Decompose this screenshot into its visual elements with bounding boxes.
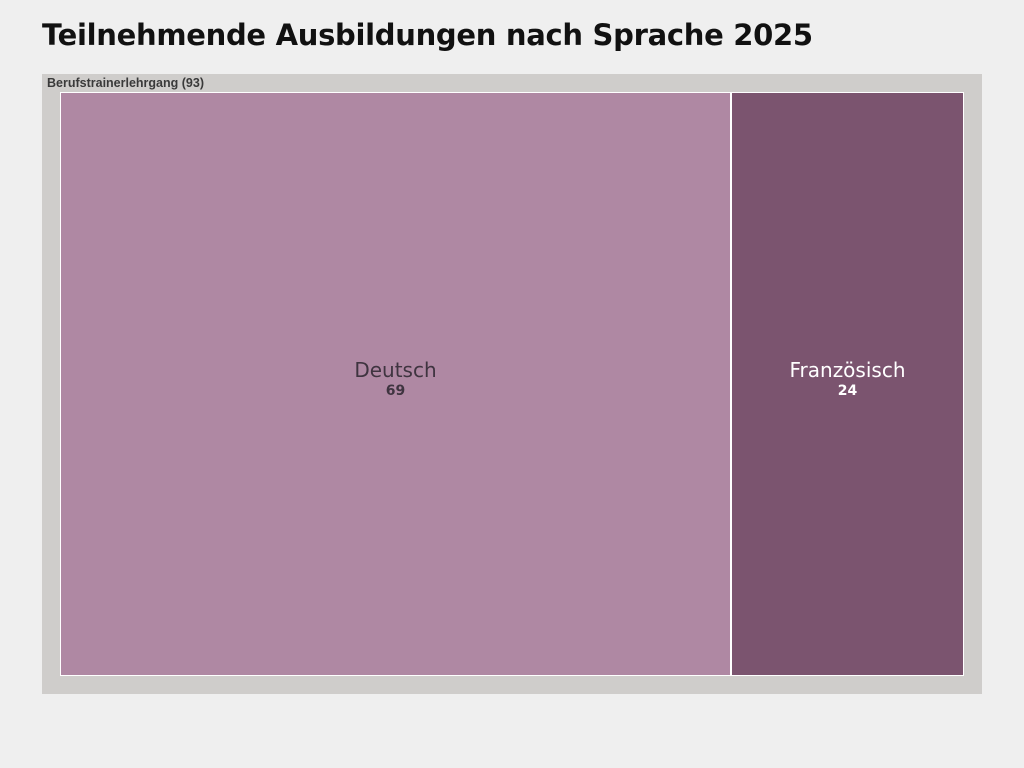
treemap-tile-deutsch[interactable]: Deutsch 69: [60, 92, 731, 676]
tile-label-group: Französisch 24: [732, 359, 963, 401]
group-label: Berufstrainerlehrgang (93): [47, 76, 204, 90]
treemap-group-berufstrainerlehrgang: Berufstrainerlehrgang (93) Deutsch 69 Fran…: [42, 74, 982, 694]
tile-name-label: Deutsch: [354, 358, 437, 382]
tile-name-label: Französisch: [789, 358, 906, 382]
treemap-tile-area: Deutsch 69 Französisch 24: [60, 92, 964, 676]
tile-label-group: Deutsch 69: [61, 359, 730, 401]
tile-value-label: 24: [837, 383, 858, 399]
tile-value-label: 69: [385, 383, 406, 399]
treemap-tile-franz-sisch[interactable]: Französisch 24: [731, 92, 964, 676]
chart-title: Teilnehmende Ausbildungen nach Sprache 2…: [42, 18, 813, 52]
